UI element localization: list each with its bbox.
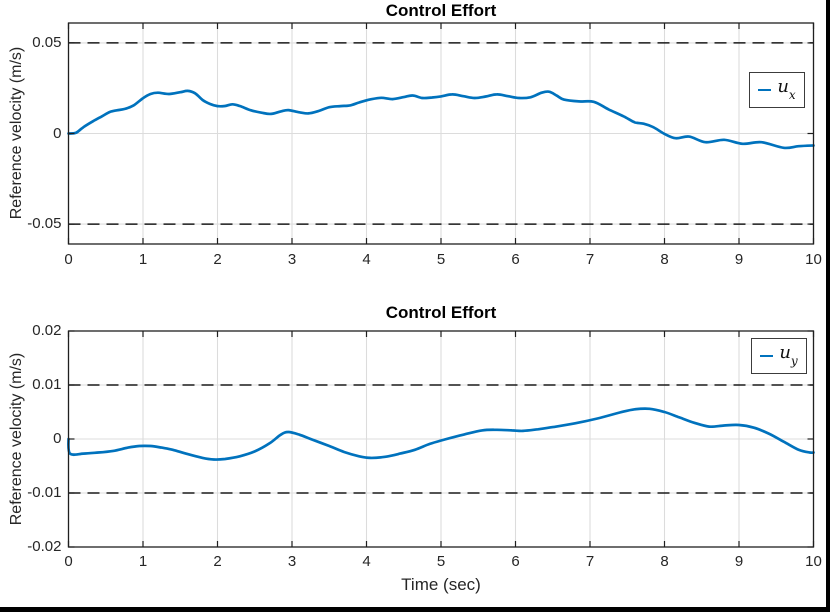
x-tick-label: 4: [362, 251, 371, 268]
y-tick-label: -0.02: [27, 538, 62, 555]
x-tick-label: 2: [213, 553, 222, 570]
x-tick-label: 6: [511, 251, 520, 268]
x-tick-label: 1: [138, 553, 148, 570]
legend-ux: ux: [749, 72, 805, 108]
x-tick-label: 0: [64, 553, 73, 570]
y-tick-label: -0.05: [27, 215, 62, 233]
legend-uy-base: u: [779, 342, 791, 364]
window-border-bottom: [0, 607, 830, 612]
ux-line-sample-icon: [758, 89, 772, 91]
x-tick-label: 10: [805, 553, 822, 570]
subplot-ux: [67, 22, 815, 245]
x-tick-label: 7: [585, 251, 595, 268]
legend-uy-subscript: y: [790, 353, 798, 368]
legend-uy-label: uy: [779, 344, 797, 368]
x-tick-label: 3: [287, 251, 297, 268]
x-tick-label: 9: [734, 553, 744, 570]
axes-box: [67, 22, 815, 245]
x-tick-label: 7: [585, 553, 595, 570]
legend-ux-label: ux: [777, 78, 795, 102]
bottom-chart-title: Control Effort: [385, 303, 497, 322]
y-tick-label: 0.02: [32, 322, 62, 339]
legend-uy: uy: [751, 338, 807, 374]
x-tick-label: 9: [734, 251, 744, 268]
y-tick-label: 0: [53, 124, 62, 142]
x-tick-label: 8: [660, 553, 669, 570]
x-tick-label: 0: [64, 251, 73, 268]
top-chart-title: Control Effort: [385, 1, 497, 20]
uy-line-sample-icon: [760, 355, 774, 357]
ux-series-line: [67, 89, 815, 150]
x-tick-label: 2: [213, 251, 222, 268]
y-tick-label: 0: [53, 430, 62, 447]
legend-ux-subscript: x: [788, 87, 796, 102]
window-border-right: [826, 0, 830, 612]
y-tick-label: 0.01: [32, 376, 62, 393]
axes-box: [67, 330, 815, 548]
y-tick-label: 0.05: [32, 33, 62, 51]
x-tick-label: 5: [436, 251, 446, 268]
x-tick-label: 8: [660, 251, 669, 268]
x-axis-label: Time (sec): [401, 575, 481, 594]
x-tick-label: 10: [805, 251, 822, 268]
x-tick-label: 6: [511, 553, 520, 570]
x-tick-label: 3: [287, 553, 297, 570]
y-tick-label: -0.01: [27, 484, 62, 501]
x-tick-label: 1: [138, 251, 148, 268]
x-tick-label: 4: [362, 553, 371, 570]
uy-series-line: [67, 407, 815, 461]
legend-ux-base: u: [777, 76, 789, 98]
subplot-uy: [67, 330, 815, 548]
x-tick-label: 5: [436, 553, 446, 570]
